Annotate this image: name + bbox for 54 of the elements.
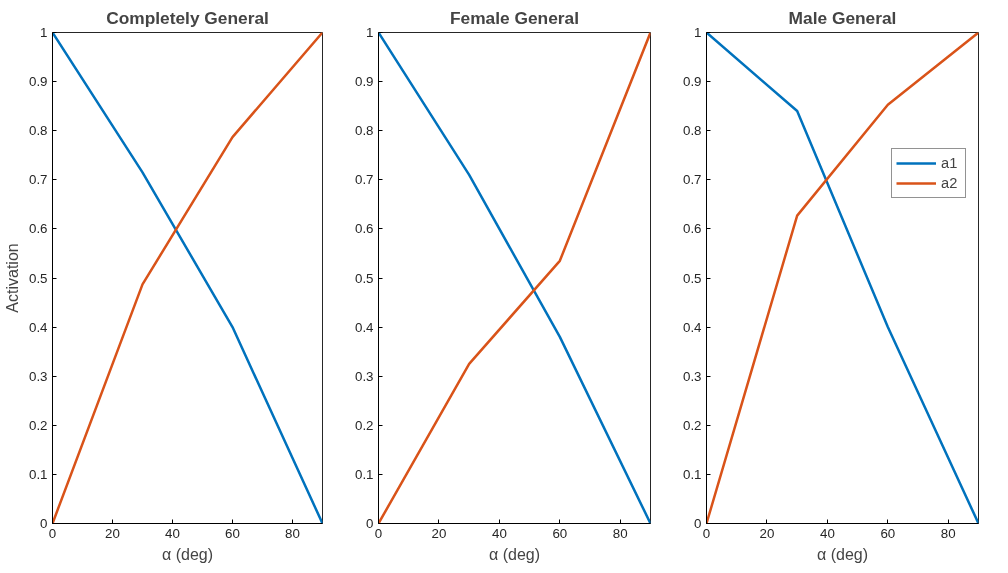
y-tick-label: 1 [366,25,374,40]
line-series [706,32,979,524]
y-tick-label: 0.3 [354,368,374,384]
y-tick-label: 0.7 [682,172,702,188]
y-tick-label: 0.9 [354,74,374,90]
y-tick-label: 0.9 [682,74,702,90]
y-tick-label: 0.3 [682,368,702,384]
x-tick-label: 20 [105,525,120,541]
y-tick-label: 0.2 [682,417,702,433]
y-tick-label: 0.8 [354,123,374,139]
y-tick-label: 1 [40,25,48,40]
y-tick-label: 0.5 [28,270,48,286]
y-tick-label: 0.1 [354,466,374,482]
y-tick-label: 0.1 [682,466,702,482]
x-tick-label: 60 [552,525,568,541]
x-tick-label: 40 [491,525,507,541]
y-tick-label: 0.2 [354,417,374,433]
y-tick-label: 0.1 [28,466,48,482]
y-tick-label: 0.9 [28,74,48,90]
chart-title: Male General [788,7,897,28]
x-tick-label: 40 [165,525,180,541]
y-tick-label: 0.6 [28,221,48,237]
y-tick-label: 0.8 [28,123,48,139]
y-tick-label: 1 [694,25,702,40]
x-tick-label: 60 [880,525,896,541]
y-tick-label: 0.2 [28,417,48,433]
chart-title: Female General [449,7,580,28]
chart-title: Completely General [106,7,269,28]
legend-label: a1 [941,155,959,171]
x-axis-title: α (deg) [161,545,214,563]
x-axis-title: α (deg) [816,545,869,563]
y-tick-label: 0.6 [682,221,702,237]
y-tick-label: 0.6 [354,221,374,237]
y-tick-label: 0.4 [28,319,49,335]
y-tick-label: 0.4 [682,319,703,335]
y-tick-label: 0.7 [28,172,48,188]
x-axis-title: α (deg) [488,545,541,563]
x-tick-label: 20 [431,525,447,541]
y-tick-label: 0.3 [28,368,48,384]
y-tick-label: 0.5 [354,270,374,286]
y-tick-label: 0.7 [354,172,374,188]
line-series [378,32,651,524]
y-axis-title: Activation [3,243,21,313]
x-tick-label: 20 [759,525,775,541]
x-tick-label: 40 [819,525,835,541]
line-series [52,32,323,524]
x-tick-label: 80 [940,525,956,541]
y-tick-label: 0.8 [682,123,702,139]
x-tick-label: 80 [612,525,628,541]
x-tick-label: 80 [285,525,300,541]
y-tick-label: 0.4 [354,319,375,335]
legend-label: a2 [941,175,959,191]
y-tick-label: 0.5 [682,270,702,286]
x-tick-label: 60 [225,525,240,541]
